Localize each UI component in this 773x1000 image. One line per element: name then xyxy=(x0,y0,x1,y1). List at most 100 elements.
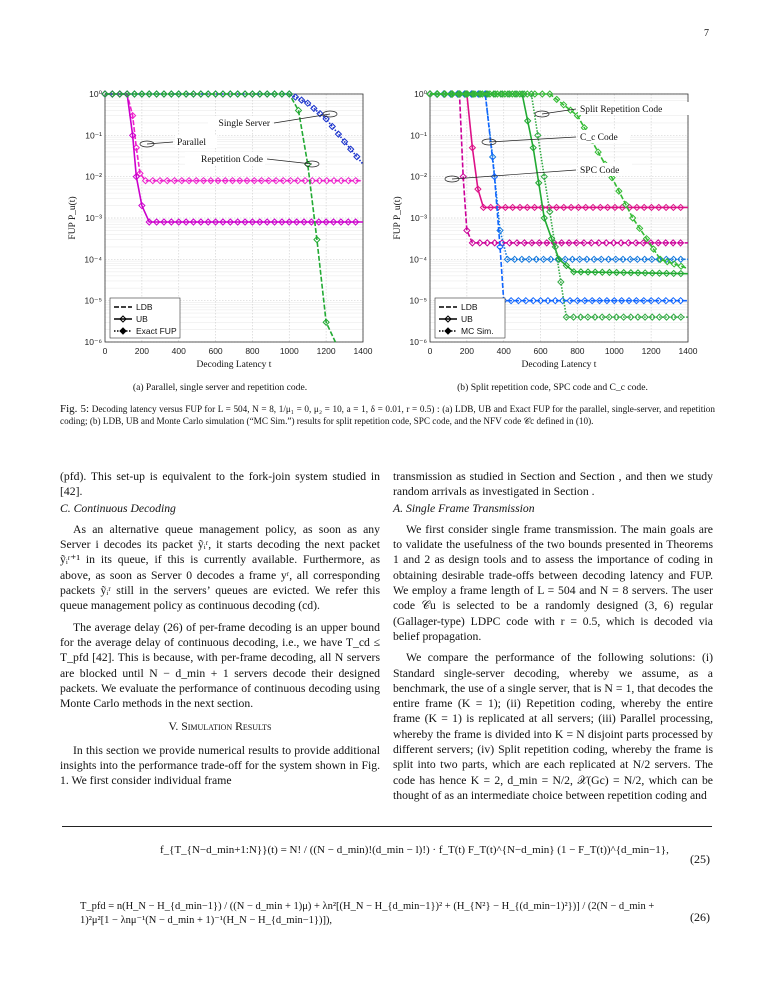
data-point-marker xyxy=(468,239,477,247)
data-point-marker xyxy=(136,169,144,178)
x-tick-label: 600 xyxy=(208,346,222,356)
data-point-marker xyxy=(669,296,677,305)
data-point-marker xyxy=(676,203,685,212)
data-point-marker xyxy=(598,313,606,321)
legend-label: LDB xyxy=(461,302,478,312)
chart-b-svg: 0 200 400 600 800 1000 1200 1400 10⁰ 10⁻¹ 10⁻² 10⁻³… xyxy=(392,89,698,370)
data-point-marker xyxy=(627,313,635,321)
annotation-ellipse xyxy=(534,110,550,118)
plot-frame xyxy=(429,93,689,343)
x-tick-label: 1000 xyxy=(605,346,624,356)
x-tick-label: 1200 xyxy=(317,346,336,356)
data-point-marker xyxy=(590,255,598,264)
data-point-marker xyxy=(313,235,321,244)
section-heading: V. Simulation Results xyxy=(168,720,272,734)
y-axis-label: FUP P_u(t) xyxy=(392,196,403,239)
annotation-box xyxy=(185,152,265,165)
data-point-marker xyxy=(676,296,685,305)
data-point-marker xyxy=(608,173,616,182)
data-point-marker xyxy=(175,90,183,98)
data-point-marker xyxy=(505,90,514,98)
annotation-box xyxy=(578,130,630,143)
data-point-marker xyxy=(214,176,222,185)
data-point-marker xyxy=(663,257,671,266)
x-tick-label: 600 xyxy=(533,346,547,356)
data-point-marker xyxy=(551,296,560,305)
subsection-heading: C. Continuous Decoding xyxy=(60,501,176,515)
data-point-marker xyxy=(523,90,532,98)
data-point-marker xyxy=(101,90,109,98)
data-point-marker xyxy=(149,176,157,185)
data-point-marker xyxy=(557,278,565,286)
data-point-marker xyxy=(570,268,578,276)
data-point-marker xyxy=(351,218,360,226)
data-point-marker xyxy=(602,239,610,247)
data-point-marker xyxy=(167,218,176,226)
data-point-marker xyxy=(483,239,491,247)
data-point-marker xyxy=(619,255,627,264)
data-point-marker xyxy=(256,90,264,98)
data-point-marker xyxy=(340,138,349,146)
data-point-marker xyxy=(567,203,575,212)
data-point-marker xyxy=(243,176,251,185)
data-point-marker xyxy=(204,218,212,226)
data-point-marker xyxy=(648,269,657,277)
legend-label: MC Sim. xyxy=(461,326,494,336)
data-point-marker xyxy=(662,313,671,321)
figure-b: 0 200 400 600 800 1000 1200 1400 10⁰ 10⁻¹ 10⁻² 10⁻³… xyxy=(385,82,710,379)
data-point-marker xyxy=(522,296,530,305)
data-point-marker xyxy=(677,262,685,270)
data-point-marker xyxy=(617,239,625,247)
data-point-marker xyxy=(558,296,567,305)
data-point-marker xyxy=(640,296,648,305)
x-tick-label: 0 xyxy=(428,346,433,356)
figure-label: Fig. 5: xyxy=(60,403,90,415)
data-point-marker xyxy=(619,313,628,321)
equation-number-25: (25) xyxy=(690,852,710,866)
data-point-marker xyxy=(315,176,324,185)
data-point-marker xyxy=(167,90,176,98)
data-point-marker xyxy=(557,239,566,247)
data-point-marker xyxy=(534,131,542,140)
data-point-marker xyxy=(323,176,331,185)
data-point-marker xyxy=(609,239,618,247)
data-point-marker xyxy=(322,318,330,326)
data-point-marker xyxy=(307,218,316,226)
x-tick-label: 0 xyxy=(103,346,108,356)
y-tick-label: 10⁻² xyxy=(85,172,102,182)
data-point-marker xyxy=(270,218,279,226)
data-point-marker xyxy=(620,268,628,277)
data-point-marker xyxy=(538,90,547,98)
paragraph: The average delay (26) of per-frame deco… xyxy=(60,620,380,711)
data-point-marker xyxy=(677,313,685,321)
data-point-marker xyxy=(596,203,605,212)
data-point-marker xyxy=(233,90,242,98)
data-point-marker xyxy=(263,218,271,226)
data-point-marker xyxy=(612,268,621,277)
legend-label: UB xyxy=(461,314,473,324)
data-point-marker xyxy=(189,90,198,98)
data-point-marker xyxy=(655,255,663,264)
data-point-marker xyxy=(575,255,584,264)
data-point-marker xyxy=(163,176,171,185)
data-point-marker xyxy=(156,176,164,185)
data-point-marker xyxy=(676,239,685,247)
data-point-marker xyxy=(462,90,470,98)
annotation-ellipse xyxy=(304,160,320,168)
data-point-marker xyxy=(316,109,324,118)
data-point-marker xyxy=(233,218,242,226)
data-point-marker xyxy=(662,296,670,305)
data-point-marker xyxy=(145,90,153,98)
data-point-marker xyxy=(655,313,664,321)
equation-number-26: (26) xyxy=(690,910,710,924)
data-point-marker xyxy=(493,90,502,98)
data-point-marker xyxy=(197,218,205,226)
data-point-marker xyxy=(547,255,555,264)
data-point-marker xyxy=(304,99,312,107)
left-column: (pfd). This set-up is equivalent to the … xyxy=(60,469,380,789)
data-point-marker xyxy=(595,239,603,247)
data-point-marker xyxy=(531,90,539,98)
data-point-marker xyxy=(669,203,678,212)
data-point-marker xyxy=(640,255,649,264)
data-point-marker xyxy=(301,176,309,185)
